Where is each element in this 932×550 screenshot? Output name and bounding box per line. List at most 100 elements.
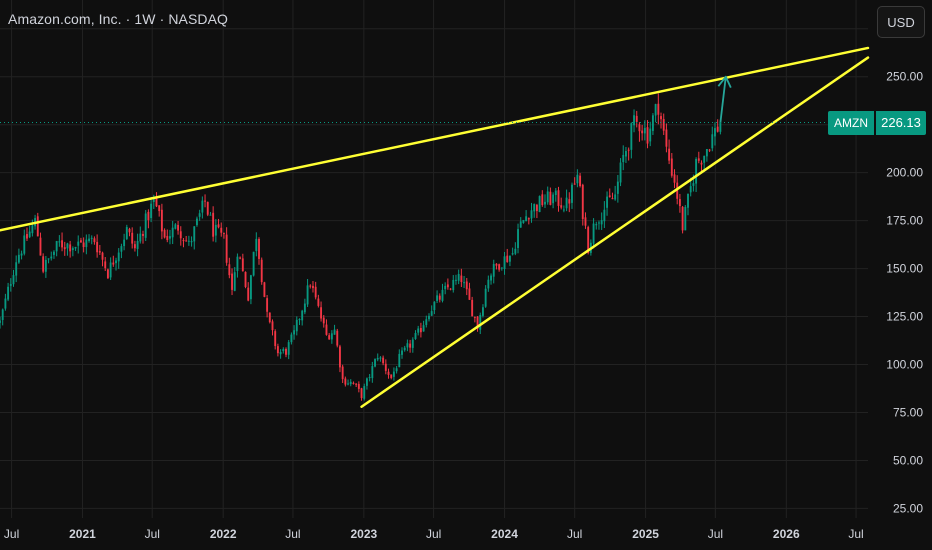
candle-body [314, 286, 317, 298]
candle-body [633, 115, 635, 126]
candle-body [93, 238, 96, 243]
candle-body [409, 343, 412, 348]
candle-body [579, 175, 582, 187]
candle-body [414, 333, 417, 339]
y-tick-label: 175.00 [886, 214, 923, 228]
candle-body [560, 205, 563, 208]
candle-body [163, 229, 166, 238]
candle-body [222, 232, 225, 234]
candle-body [239, 257, 242, 259]
candle-body [82, 242, 85, 248]
candle-body [468, 288, 471, 300]
candle-body [26, 234, 28, 239]
candle-body [562, 209, 565, 211]
candle-body [498, 264, 501, 270]
candle-body [139, 233, 142, 242]
x-tick-label: 2025 [632, 527, 659, 541]
candle-body [417, 328, 420, 333]
candle-body [382, 357, 385, 364]
x-tick-label: 2022 [210, 527, 237, 541]
candle-body [66, 243, 69, 249]
candle-body [31, 225, 34, 234]
projection-arrow-shaft [719, 76, 727, 123]
candle-body [20, 253, 23, 256]
candle-body [363, 386, 366, 399]
x-tick-label: 2026 [773, 527, 800, 541]
candle-body [387, 371, 390, 375]
candle-body [131, 232, 134, 244]
candle-body [689, 186, 692, 193]
candle-body [88, 238, 90, 242]
x-tick-label: 2023 [350, 527, 377, 541]
candle-body [614, 194, 617, 200]
time-axis[interactable]: Jul 2021 Jul 2022 Jul 2023 Jul 2024 Jul 2025 Jul 20… [4, 527, 864, 541]
candle-body [4, 298, 7, 309]
candle-body [598, 222, 600, 224]
candle-body [371, 366, 374, 379]
candle-body [125, 227, 128, 239]
y-tick-label: 100.00 [886, 358, 923, 372]
candle-body [28, 231, 31, 238]
candle-body [150, 203, 153, 219]
candle-body [441, 289, 444, 301]
candle-body [1, 309, 4, 320]
candle-body [695, 159, 698, 184]
candle-body [152, 197, 155, 203]
candle-body [533, 204, 536, 212]
candle-body [479, 315, 482, 330]
chart-title: Amazon.com, Inc. · 1W · NASDAQ [8, 11, 229, 27]
candle-body [236, 256, 239, 271]
candle-body [355, 383, 358, 385]
candle-body [703, 155, 706, 163]
candle-body [576, 174, 579, 184]
candle-body [692, 183, 695, 186]
candle-body [217, 224, 220, 228]
candle-body [430, 311, 433, 316]
price-tag-symbol: AMZN [828, 110, 874, 135]
candle-body [258, 238, 260, 259]
candle-body [39, 237, 42, 256]
candle-body [600, 220, 603, 225]
candle-body [643, 127, 646, 134]
candle-body [74, 246, 77, 249]
candle-body [622, 154, 625, 163]
candle-body [185, 240, 188, 242]
candle-body [352, 382, 355, 384]
candle-body [293, 330, 296, 335]
x-tick-label: Jul [567, 527, 582, 541]
candle-body [433, 301, 436, 311]
candle-body [212, 212, 215, 237]
candle-body [552, 194, 555, 204]
candle-body [133, 244, 136, 249]
candle-body [287, 342, 290, 355]
candle-body [268, 312, 271, 323]
candle-body [128, 228, 131, 233]
candle-body [376, 357, 379, 360]
candle-body [90, 237, 93, 239]
candle-body [401, 350, 403, 355]
currency-button[interactable]: USD [877, 6, 925, 38]
candle-body [365, 378, 368, 386]
candle-body [403, 347, 406, 351]
candle-body [619, 162, 622, 183]
candle-body [255, 238, 258, 252]
candle-body [625, 150, 627, 157]
drawing-annotations [0, 46, 870, 408]
candle-body [606, 196, 609, 208]
candle-body [662, 119, 665, 131]
candle-body [460, 275, 463, 283]
x-tick-label: Jul [145, 527, 160, 541]
candle-body [379, 357, 382, 359]
candle-body [349, 381, 352, 385]
candle-body [42, 256, 45, 272]
y-tick-label: 75.00 [893, 405, 923, 419]
candle-body [573, 183, 576, 185]
candle-body [341, 366, 344, 380]
candle-body [142, 233, 144, 236]
candle-body [584, 217, 587, 226]
candle-body [535, 204, 538, 212]
candle-body [228, 264, 231, 276]
y-tick-label: 200.00 [886, 166, 923, 180]
price-axis[interactable]: 25.00 50.00 75.00 100.00 125.00 150.00 175.00 2… [886, 22, 923, 516]
